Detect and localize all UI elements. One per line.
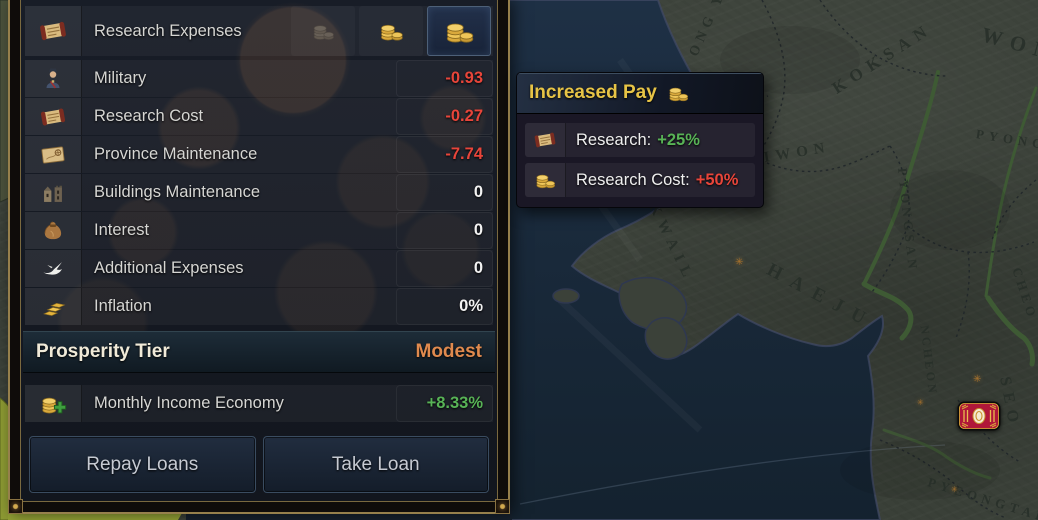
expense-value: 0%	[396, 288, 493, 325]
scroll-icon	[25, 6, 82, 56]
tooltip-body: Research: +25% Research Cost: +50%	[517, 114, 763, 207]
coins-icon	[525, 163, 566, 197]
expense-label: Buildings Maintenance	[94, 183, 261, 201]
coins-plus-icon	[25, 385, 82, 422]
scroll-icon	[525, 123, 566, 157]
coins-large-icon	[442, 14, 476, 48]
take-loan-button[interactable]: Take Loan	[262, 436, 489, 493]
expense-label: Military	[94, 69, 147, 87]
settlement-marker-icon: ✳	[973, 374, 982, 385]
pay-level-low-tab[interactable]	[291, 6, 355, 56]
expense-label: Interest	[94, 221, 150, 239]
coins-dim-icon	[310, 18, 336, 44]
settlement-marker-icon: ✳	[951, 485, 958, 494]
monthly-income-label: Monthly Income Economy	[94, 394, 284, 412]
buildings-icon	[25, 174, 82, 211]
tooltip-title: Increased Pay	[529, 82, 657, 103]
expense-label: Research Cost	[94, 107, 204, 125]
prosperity-tier-label: Prosperity Tier	[36, 341, 170, 362]
monthly-income-value: +8.33%	[396, 385, 493, 422]
expense-row-military[interactable]: Military -0.93	[25, 60, 493, 97]
pay-level-medium-tab[interactable]	[359, 6, 423, 56]
expense-label: Additional Expenses	[94, 259, 244, 277]
monthly-income-economy-row[interactable]: Monthly Income Economy +8.33%	[25, 385, 493, 422]
pay-level-high-tab[interactable]	[427, 6, 491, 56]
prosperity-tier-bar[interactable]: Prosperity Tier Modest	[23, 331, 495, 373]
economy-panel: Research Expenses	[8, 0, 510, 514]
expense-row-additional-expenses[interactable]: Additional Expenses 0	[25, 250, 493, 287]
tooltip-title-bar: Increased Pay	[517, 73, 763, 114]
coins-small-icon	[377, 17, 405, 45]
expense-value: -0.93	[396, 60, 493, 97]
tooltip-row-label: Research:	[576, 130, 652, 149]
prosperity-tier-value: Modest	[415, 341, 483, 362]
expense-row-interest[interactable]: Interest 0	[25, 212, 493, 249]
research-expenses-row: Research Expenses	[25, 6, 493, 56]
expense-value: 0	[396, 212, 493, 249]
tooltip-row-value: +50%	[695, 170, 739, 189]
expense-row-buildings-maintenance[interactable]: Buildings Maintenance 0	[25, 174, 493, 211]
increased-pay-tooltip: Increased Pay Research: +25% Research Co…	[516, 72, 764, 208]
tooltip-row-label: Research Cost:	[576, 170, 690, 189]
settlement-marker-icon: ✳	[917, 398, 924, 407]
research-expenses-label: Research Expenses	[94, 21, 242, 40]
country-flag-marker[interactable]	[957, 401, 1001, 431]
pay-level-tabs	[291, 6, 493, 56]
scroll-icon	[25, 98, 82, 135]
expense-value: -0.27	[396, 98, 493, 135]
goldbars-icon	[25, 288, 82, 325]
expense-label: Inflation	[94, 297, 152, 315]
expense-value: -7.74	[396, 136, 493, 173]
expense-row-inflation[interactable]: Inflation 0%	[25, 288, 493, 325]
repay-loans-button[interactable]: Repay Loans	[29, 436, 256, 493]
expense-row-province-maintenance[interactable]: Province Maintenance -7.74	[25, 136, 493, 173]
dove-icon	[25, 250, 82, 287]
map-icon	[25, 136, 82, 173]
economy-panel-body: Research Expenses	[20, 0, 498, 502]
tooltip-row-research-cost: Research Cost: +50%	[525, 163, 755, 197]
moneybag-icon	[25, 212, 82, 249]
tooltip-row-research: Research: +25%	[525, 123, 755, 157]
expense-value: 0	[396, 174, 493, 211]
expense-label: Province Maintenance	[94, 145, 258, 163]
expense-value: 0	[396, 250, 493, 287]
tooltip-row-value: +25%	[657, 130, 700, 149]
settlement-marker-icon: ✳	[735, 257, 744, 268]
expense-row-research-cost[interactable]: Research Cost -0.27	[25, 98, 493, 135]
soldier-icon	[25, 60, 82, 97]
coins-icon	[666, 81, 690, 105]
